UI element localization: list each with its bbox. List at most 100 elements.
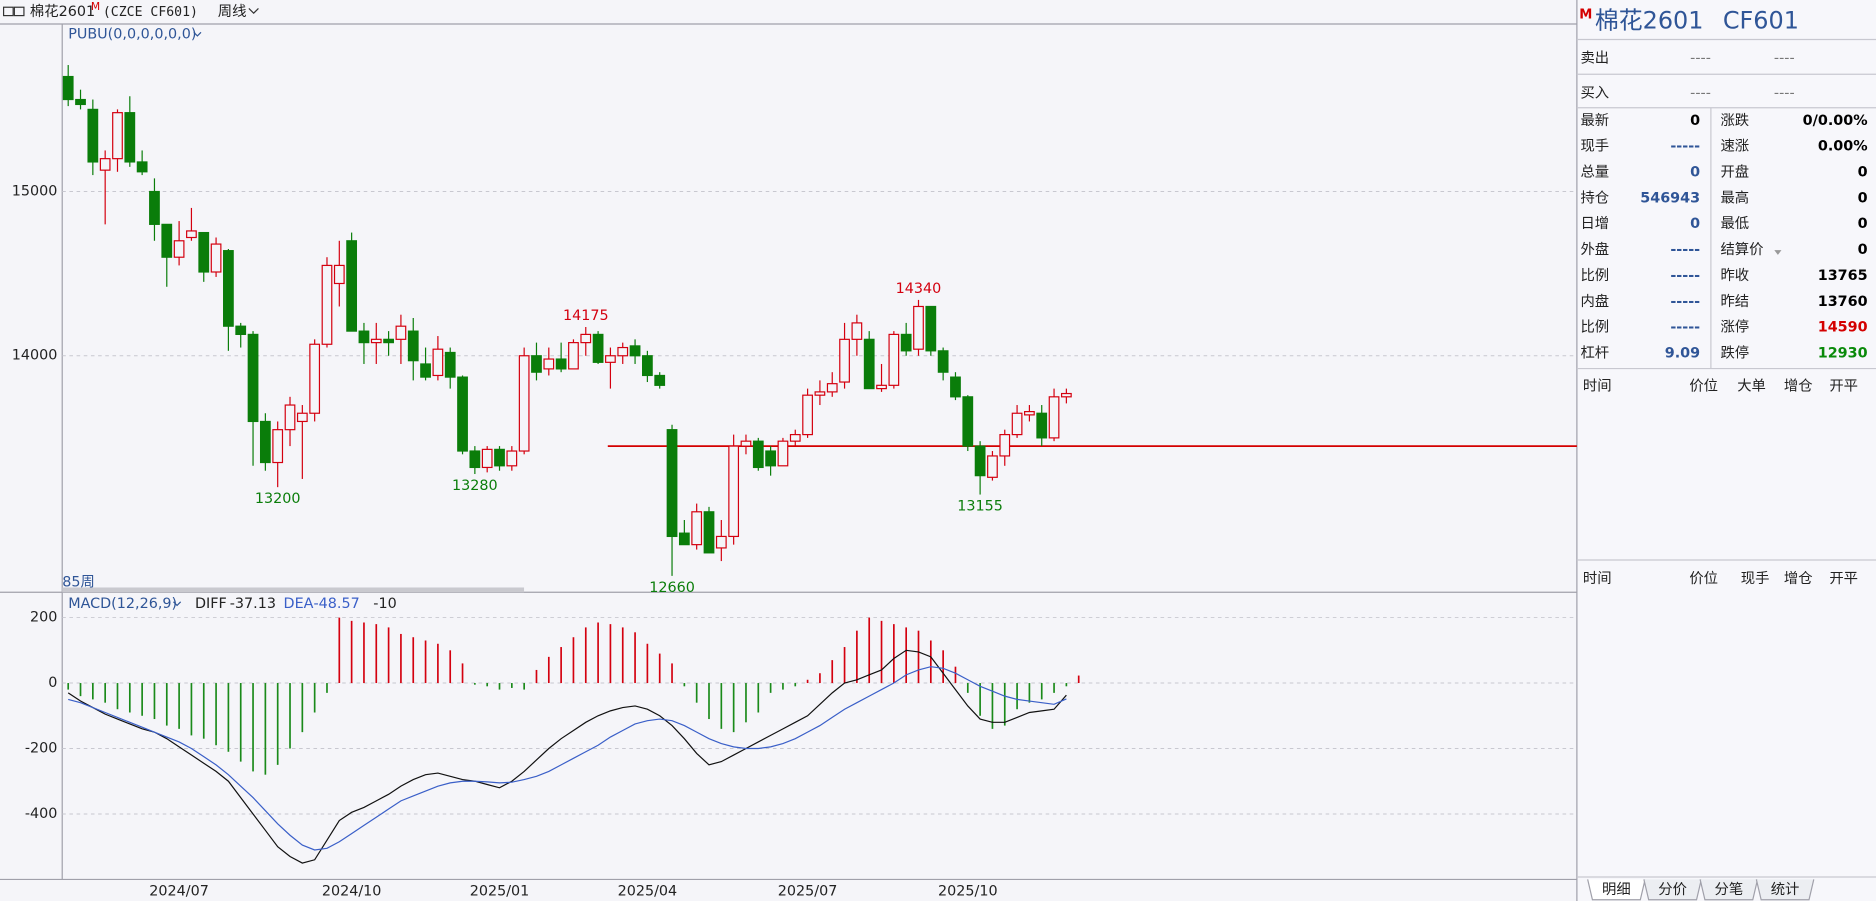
y-tick-label: -200 (25, 741, 58, 757)
quote-value: 0 (1858, 165, 1868, 181)
extreme-label: 13155 (957, 499, 1003, 515)
table-header: 现手 (1741, 570, 1770, 587)
x-tick-label: 2025/04 (618, 883, 678, 899)
extreme-label: 12660 (649, 580, 695, 596)
candle-body (752, 440, 764, 469)
candle-body (629, 345, 641, 357)
candle-body (87, 108, 99, 163)
macd-line (67, 649, 1067, 864)
indicator-dropdown[interactable] (193, 31, 202, 37)
candle-body (950, 376, 961, 398)
candle-body (1011, 412, 1023, 436)
quote-value: 13760 (1818, 294, 1868, 310)
quote-value: 0 (1858, 216, 1868, 232)
candle-body (198, 231, 210, 273)
candle-body (531, 355, 542, 373)
period-dropdown[interactable] (248, 7, 259, 15)
tab-shape[interactable] (1755, 879, 1815, 901)
candle-body (420, 363, 431, 378)
quote-label: 日增 (1580, 215, 1609, 232)
quote-value: 13765 (1818, 268, 1868, 284)
quote-code: CF601 (1723, 7, 1799, 35)
tab-label[interactable]: 统计 (1771, 881, 1800, 898)
tab-label[interactable]: 明细 (1602, 881, 1631, 898)
quote-label: 内盘 (1580, 292, 1609, 310)
x-tick-label: 2024/10 (322, 883, 382, 899)
candle-body (1036, 412, 1048, 439)
toolbar-icon[interactable] (2, 6, 25, 17)
tab-label[interactable]: 分价 (1658, 881, 1687, 898)
tab-shape[interactable] (1587, 879, 1646, 901)
candle-body (124, 112, 136, 163)
candle-body (481, 448, 493, 469)
candle-body (457, 376, 468, 452)
macd-value: -10 (373, 596, 396, 612)
scrollbar[interactable] (62, 587, 525, 593)
table-header: 开平 (1829, 571, 1858, 587)
quote-label: 开盘 (1720, 163, 1749, 181)
candle-body (962, 396, 974, 447)
candle-body (358, 330, 370, 344)
quote-value: 546943 (1640, 190, 1700, 206)
quote-value: ----- (1670, 294, 1700, 310)
candle-body (99, 158, 111, 171)
candle-body (235, 325, 247, 336)
quote-value: 0.00% (1818, 139, 1868, 155)
candle-body (62, 75, 74, 101)
candle-body (863, 338, 875, 390)
candle-body (765, 450, 777, 467)
table-header: 时间 (1583, 570, 1612, 587)
quote-label: 结算价 (1720, 241, 1763, 258)
tab-label[interactable]: 分笔 (1714, 881, 1743, 898)
exchange-code: (CZCE CF601) (103, 5, 198, 20)
candle-body (715, 535, 727, 549)
diff-name: DIFF (195, 596, 227, 612)
icon-part (2, 6, 14, 17)
candle-body (740, 440, 752, 447)
order-label: 卖出 (1580, 50, 1609, 67)
order-price: ---- (1690, 51, 1711, 67)
x-tick-label: 2025/07 (778, 883, 838, 899)
quote-value: ----- (1670, 139, 1700, 155)
quote-panel (1576, 0, 1876, 901)
symbol-marker: M (91, 0, 100, 13)
candle-body (469, 450, 481, 469)
candle-body (149, 190, 160, 225)
candle-body (642, 355, 653, 377)
quote-value: 0 (1690, 216, 1700, 232)
macd-line (68, 666, 1067, 851)
dea-name: DEA (284, 596, 314, 612)
tab-shape[interactable] (1643, 879, 1702, 901)
period-selector[interactable]: 周线 (218, 3, 247, 20)
candle-body (974, 445, 986, 477)
quote-label: 外盘 (1580, 240, 1609, 258)
quote-value: 0 (1690, 165, 1700, 181)
candle-body (346, 240, 358, 332)
candle-body (494, 448, 505, 467)
candle-body (814, 391, 826, 396)
indicator-title[interactable]: PUBU(0,0,0,0,0,0) (68, 27, 196, 43)
candle-body (592, 333, 604, 363)
order-price: ---- (1690, 85, 1711, 101)
candle-body (888, 333, 900, 386)
candle-body (272, 429, 284, 464)
settle-dropdown[interactable] (1774, 250, 1782, 255)
candle-body (691, 511, 703, 546)
candle-body (186, 230, 197, 239)
candle-body (1024, 411, 1035, 416)
table-header: 价位 (1689, 377, 1718, 394)
macd-dropdown[interactable] (173, 601, 182, 607)
quote-label: 跌停 (1720, 344, 1749, 361)
macd-title[interactable]: MACD(12,26,9) (68, 596, 177, 612)
candle-body (223, 250, 234, 327)
quote-label: 昨收 (1720, 267, 1749, 284)
candle-body (568, 342, 579, 370)
tab-shape[interactable] (1699, 879, 1759, 901)
candle-body (395, 325, 407, 340)
table-header: 增仓 (1784, 570, 1813, 587)
quote-label: 涨停 (1720, 319, 1749, 336)
candle-body (802, 394, 813, 436)
candle-body (703, 511, 715, 554)
